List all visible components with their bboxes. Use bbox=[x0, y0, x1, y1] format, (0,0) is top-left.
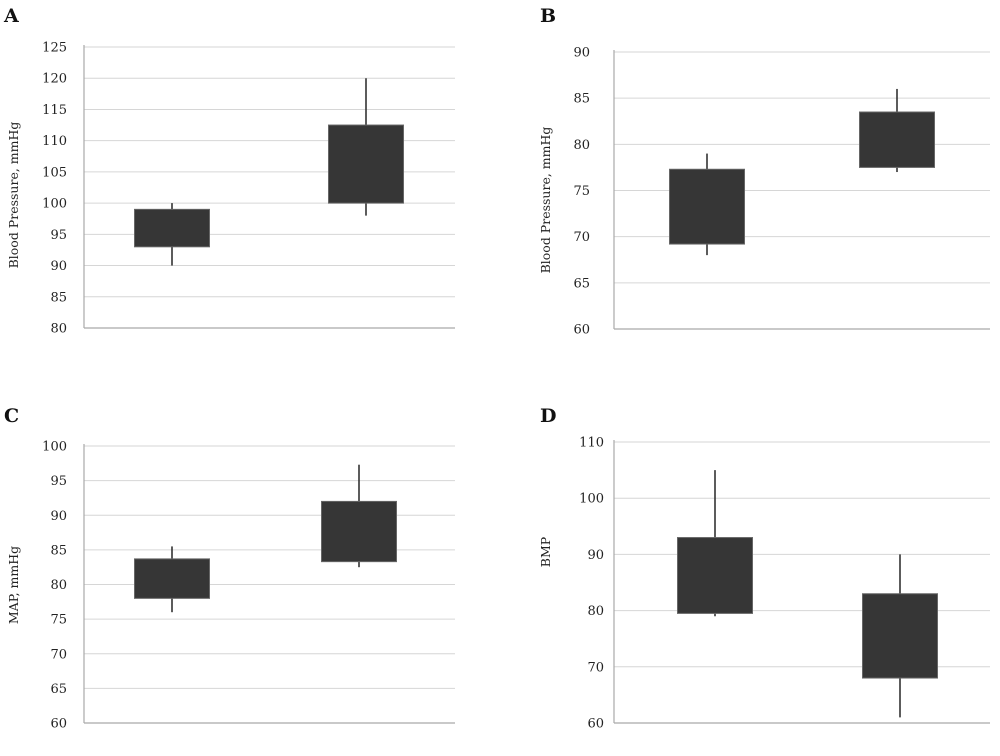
panel-a: A Blood Pressure, mmHg 80 85 90 95 100 105 110… bbox=[3, 5, 455, 337]
y-tick-label: 95 bbox=[50, 474, 67, 489]
y-tick-label: 65 bbox=[573, 276, 590, 291]
y-tick-label: 60 bbox=[573, 323, 590, 338]
plot-area: 80 85 90 95 100 105 110 115 120 125 bbox=[42, 41, 455, 337]
plot-area: 60 65 70 75 80 85 90 95 100 bbox=[42, 440, 455, 732]
y-tick-label: 120 bbox=[42, 72, 67, 87]
y-tick-label: 80 bbox=[50, 322, 67, 337]
y-tick-label: 75 bbox=[50, 613, 67, 628]
box bbox=[321, 500, 397, 563]
plot-area: 60 70 80 90 100 110 bbox=[579, 436, 990, 732]
panel-letter: A bbox=[3, 5, 19, 27]
plot-area: 60 65 70 75 80 85 90 bbox=[573, 46, 990, 338]
y-tick-label: 70 bbox=[587, 660, 604, 675]
y-tick-label: 60 bbox=[50, 717, 67, 732]
y-tick-label: 115 bbox=[42, 103, 67, 118]
box bbox=[669, 168, 745, 245]
panel-letter: D bbox=[540, 405, 556, 427]
y-tick-label: 95 bbox=[50, 228, 67, 243]
y-tick-label: 65 bbox=[50, 682, 67, 697]
panel-c: C MAP, mmHg 60 65 70 75 80 85 90 95 100 bbox=[4, 405, 455, 732]
y-tick-label: 90 bbox=[50, 259, 67, 274]
panel-letter: C bbox=[4, 405, 19, 427]
y-tick-label: 100 bbox=[579, 492, 604, 507]
y-tick-label: 105 bbox=[42, 165, 67, 180]
box bbox=[134, 208, 210, 248]
y-tick-label: 90 bbox=[587, 548, 604, 563]
y-tick-label: 80 bbox=[587, 604, 604, 619]
y-axis-label: BMP bbox=[538, 537, 553, 567]
y-tick-label: 85 bbox=[50, 543, 67, 558]
y-tick-label: 75 bbox=[573, 184, 590, 199]
box bbox=[328, 124, 404, 204]
y-tick-label: 60 bbox=[587, 717, 604, 732]
panel-b: B Blood Pressure, mmHg 60 65 70 75 80 85 90 bbox=[538, 5, 990, 338]
box bbox=[862, 593, 938, 679]
y-tick-label: 90 bbox=[573, 46, 590, 61]
y-tick-label: 85 bbox=[50, 290, 67, 305]
y-axis-label: Blood Pressure, mmHg bbox=[538, 127, 553, 274]
y-tick-label: 110 bbox=[579, 436, 604, 451]
y-tick-label: 70 bbox=[573, 230, 590, 245]
y-tick-label: 100 bbox=[42, 197, 67, 212]
y-tick-label: 85 bbox=[573, 92, 590, 107]
box bbox=[859, 111, 935, 168]
box bbox=[134, 558, 210, 599]
y-tick-label: 80 bbox=[573, 138, 590, 153]
y-tick-label: 90 bbox=[50, 509, 67, 524]
y-tick-label: 70 bbox=[50, 647, 67, 662]
y-axis-label: Blood Pressure, mmHg bbox=[6, 122, 21, 269]
y-tick-label: 110 bbox=[42, 134, 67, 149]
panel-letter: B bbox=[540, 5, 556, 27]
y-tick-label: 125 bbox=[42, 41, 67, 56]
box bbox=[677, 537, 753, 614]
panel-d: D BMP 60 70 80 90 100 110 bbox=[538, 405, 990, 732]
y-axis-label: MAP, mmHg bbox=[6, 546, 21, 624]
y-tick-label: 80 bbox=[50, 578, 67, 593]
y-tick-label: 100 bbox=[42, 440, 67, 455]
